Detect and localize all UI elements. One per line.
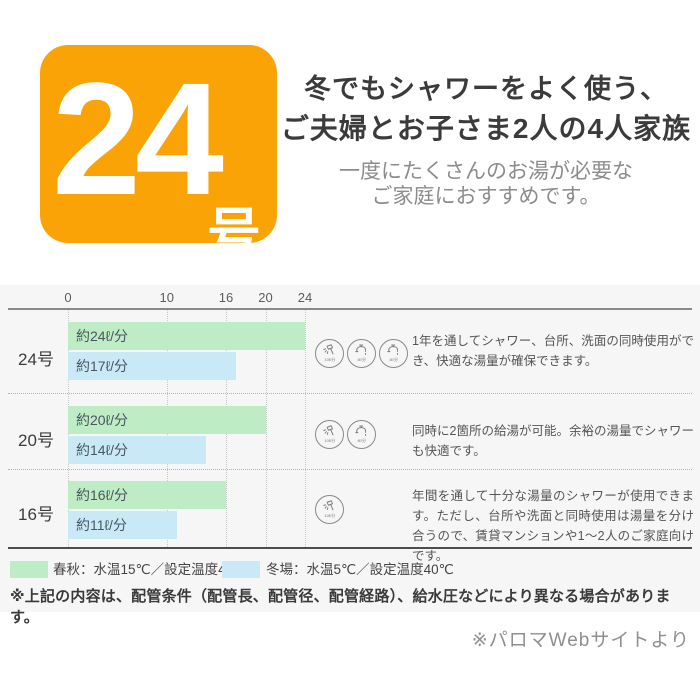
bar-20-winter: 約14ℓ/分 <box>68 436 207 464</box>
chart-x-axis <box>8 308 692 310</box>
row-label-20: 20号 <box>18 431 54 450</box>
hero-title-block: 冬でもシャワーをよく使う、 ご夫婦とお子さま2人の4人家族 一度にたくさんのお湯… <box>280 70 692 210</box>
icon-caption: 4ℓ/分 <box>389 357 398 362</box>
capacity-badge: 24 号 <box>40 45 277 264</box>
bar-value-label: 約24ℓ/分 <box>76 328 128 344</box>
bar-value-label: 約14ℓ/分 <box>76 442 128 458</box>
legend-label-spring: 春秋：水温15℃／設定温度40℃ <box>53 562 249 577</box>
badge-suffix: 号 <box>207 203 261 264</box>
headline-line2: ご夫婦とお子さま2人の4人家族 <box>280 113 692 145</box>
gridline <box>265 310 267 547</box>
badge-number: 24 <box>52 49 224 228</box>
axis-tick-0: 0 <box>64 290 72 305</box>
icon-caption: 10ℓ/分 <box>324 357 335 362</box>
footnote: ※上記の内容は、配管条件（配管長、配管径、配管経路）、給水圧などにより異なる場合… <box>10 588 671 626</box>
shower-icon: 10ℓ/分 <box>315 420 344 449</box>
icon-caption: 4ℓ/分 <box>357 357 366 362</box>
axis-tick-20: 20 <box>258 290 273 305</box>
axis-tick-24: 24 <box>297 290 313 305</box>
gridline <box>305 310 306 547</box>
icon-caption: 10ℓ/分 <box>324 438 335 443</box>
bar-value-label: 約11ℓ/分 <box>76 517 127 533</box>
description-20: 同時に2箇所の給湯が可能。余裕の湯量でシャワーも快適です。 <box>412 424 694 458</box>
bar-24-spring: 約24ℓ/分 <box>68 322 305 350</box>
shower-icon: 10ℓ/分 <box>315 339 344 368</box>
faucet-icon: 4ℓ/分 <box>347 420 376 449</box>
axis-tick-10: 10 <box>159 290 174 305</box>
shower-icon: 10ℓ/分 <box>315 495 344 524</box>
description-16: 年間を通して十分な湯量のシャワーが使用できます。ただし、台所や洗面と同時使用は湯… <box>412 489 694 563</box>
bar-value-label: 約20ℓ/分 <box>76 412 128 428</box>
icon-caption: 10ℓ/分 <box>324 513 335 518</box>
bar-value-label: 約16ℓ/分 <box>76 487 128 503</box>
bar-20-spring: 約20ℓ/分 <box>68 406 266 434</box>
subtitle-line2: ご家庭におすすめです。 <box>371 185 601 209</box>
faucet-icon: 4ℓ/分 <box>347 339 376 368</box>
row-separator <box>8 469 692 470</box>
icon-caption: 4ℓ/分 <box>357 438 366 443</box>
legend-label-winter: 冬場：水温5℃／設定温度40℃ <box>266 562 454 577</box>
axis-tick-16: 16 <box>218 290 234 305</box>
usage-icons-20: 10ℓ/分 4ℓ/分 <box>315 420 376 449</box>
description-24: 1年を通してシャワー、台所、洗面の同時使用ができ、快適な湯量が確保できます。 <box>412 334 694 368</box>
faucet-icon: 4ℓ/分 <box>379 339 408 368</box>
subtitle-line1: 一度にたくさんのお湯が必要な <box>339 159 633 183</box>
usage-icons-24: 10ℓ/分 4ℓ/分 4ℓ/分 <box>315 339 408 368</box>
usage-icons-16: 10ℓ/分 <box>315 495 344 524</box>
row-label-24: 24号 <box>18 350 54 369</box>
chart-bottom-border <box>8 547 692 549</box>
headline-line1: 冬でもシャワーをよく使う、 <box>304 74 668 104</box>
bar-value-label: 約17ℓ/分 <box>76 358 128 374</box>
bar-16-winter: 約11ℓ/分 <box>68 511 177 539</box>
row-label-16: 16号 <box>18 505 54 524</box>
legend-swatch-winter <box>222 561 260 578</box>
source-credit: ※パロマWebサイトより <box>471 630 690 651</box>
bar-24-winter: 約17ℓ/分 <box>68 352 236 380</box>
row-separator <box>8 393 692 394</box>
bar-16-spring: 約16ℓ/分 <box>68 481 226 509</box>
legend-swatch-spring <box>10 561 48 578</box>
